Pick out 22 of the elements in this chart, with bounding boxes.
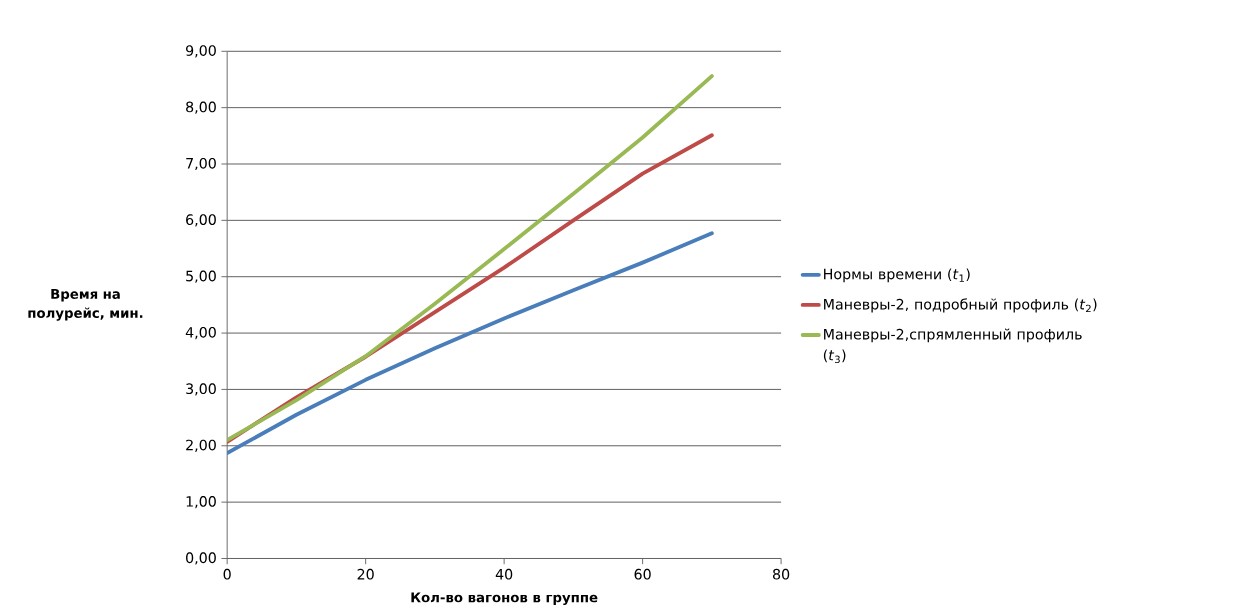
y-tick-label: 1,00	[186, 495, 216, 509]
y-tick-label: 8,00	[186, 101, 216, 114]
x-tick-label: 40	[495, 568, 513, 580]
y-axis-title: Время на полурейс, мин.	[28, 288, 143, 321]
legend-label: Маневры-2, подробный профиль (t$_{2}$)	[824, 298, 1097, 313]
y-tick-label: 2,00	[186, 439, 216, 452]
y-tick-label: 3,00	[186, 383, 216, 396]
y-tick-label: 6,00	[186, 214, 216, 227]
y-tick-label: 9,00	[186, 44, 216, 58]
y-tick-label: 4,00	[185, 326, 216, 339]
y-tick-label: 0,00	[186, 552, 216, 565]
x-tick-label: 60	[634, 568, 651, 580]
line-series	[227, 231, 714, 455]
x-tick-label: 0	[223, 568, 231, 580]
legend-label: Маневры-2,спрямленный профиль (t$_{3}$)	[823, 328, 1082, 363]
legend-label: Нормы времени (t$_{1}$)	[824, 268, 970, 282]
line-series	[227, 73, 714, 442]
x-tick-label: 20	[357, 568, 374, 580]
y-tick-label: 7,00	[186, 157, 216, 170]
x-axis-title: Кол-во вагонов в группе	[411, 592, 598, 605]
y-tick-label: 5,00	[186, 270, 216, 283]
x-tick-label: 80	[772, 568, 790, 580]
